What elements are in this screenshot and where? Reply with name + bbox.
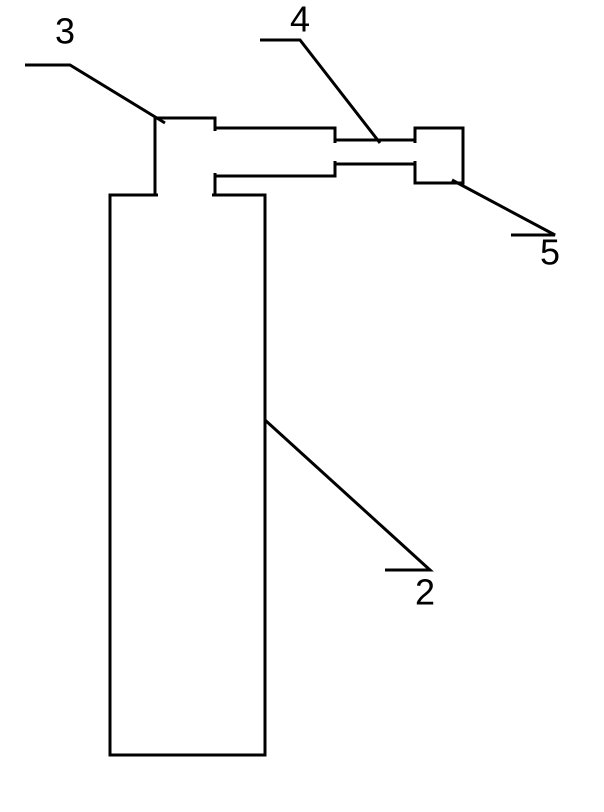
part-barrel: [215, 128, 335, 176]
leader-3: [25, 65, 165, 123]
label-2: 2: [415, 572, 435, 613]
part-stem: [335, 140, 415, 164]
part-body: [110, 195, 265, 755]
part-elbow: [155, 118, 215, 195]
leader-2: [265, 420, 430, 570]
label-5: 5: [540, 232, 560, 273]
label-4: 4: [290, 0, 310, 40]
leader-5: [452, 180, 555, 235]
label-3: 3: [55, 11, 75, 52]
part-tip: [415, 128, 463, 183]
